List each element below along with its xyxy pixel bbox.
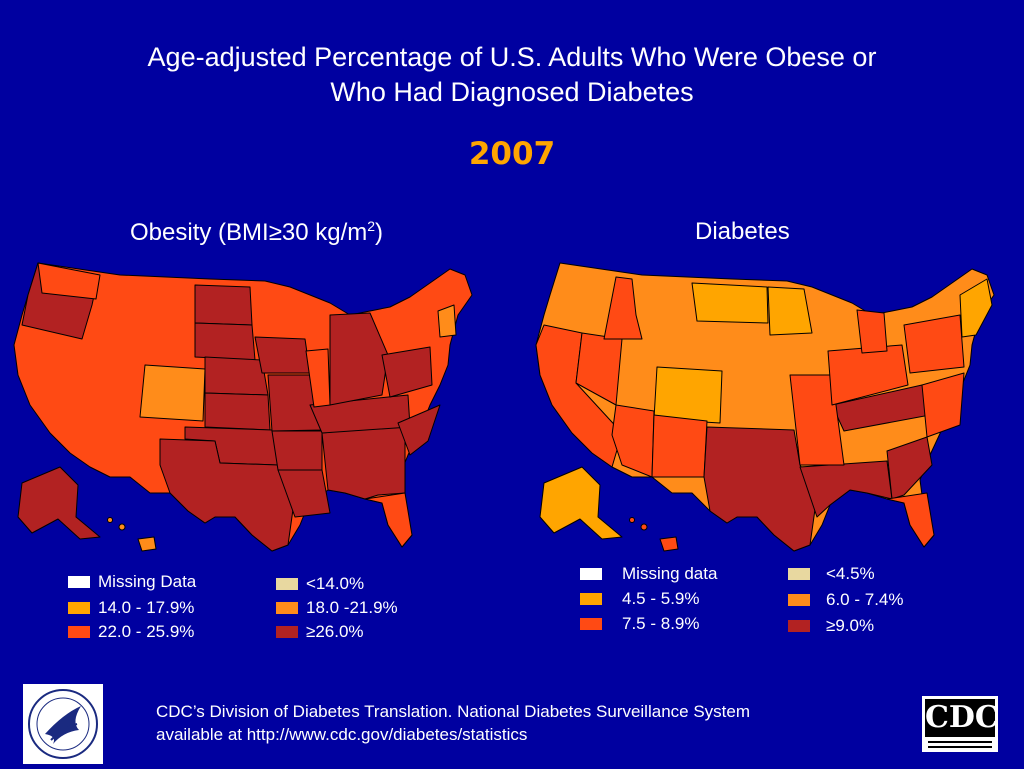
obesity-legend-item: ≥26.0% <box>276 622 364 642</box>
diabetes-legend-item: 4.5 - 5.9% <box>580 589 700 609</box>
title-line-1: Age-adjusted Percentage of U.S. Adults W… <box>147 42 877 72</box>
legend-swatch <box>788 568 810 580</box>
diabetes-state-co-wy <box>653 366 723 424</box>
diabetes-legend-item: Missing data <box>580 564 717 584</box>
obesity-title-close: ) <box>375 219 384 246</box>
legend-swatch <box>788 594 810 606</box>
obesity-state-la <box>277 469 331 518</box>
obesity-state-ks <box>204 392 271 431</box>
legend-label: 18.0 -21.9% <box>306 598 398 617</box>
diabetes-legend-item: <4.5% <box>788 564 875 584</box>
legend-label: 4.5 - 5.9% <box>622 589 700 608</box>
diabetes-state-new-england <box>959 278 993 338</box>
cdc-logo-rule <box>928 741 992 743</box>
diabetes-state-hi-island <box>629 517 635 523</box>
diabetes-map-title: Diabetes <box>695 218 790 245</box>
legend-swatch <box>276 602 298 614</box>
diabetes-state-id <box>603 276 643 340</box>
obesity-us-map <box>13 262 473 552</box>
legend-swatch <box>788 620 810 632</box>
legend-swatch <box>580 593 602 605</box>
diabetes-state-nm <box>651 414 708 478</box>
obesity-state-oh-in-mi <box>329 312 389 406</box>
legend-label: ≥9.0% <box>826 616 875 635</box>
legend-label: Missing data <box>622 564 718 583</box>
diabetes-state-nc-va <box>921 372 965 438</box>
obesity-state-ms-al-ga <box>321 424 406 500</box>
diabetes-us-map <box>535 262 995 552</box>
obesity-state-wa <box>37 262 101 300</box>
title-line-2: Who Had Diagnosed Diabetes <box>330 77 694 107</box>
obesity-state-sc-nc <box>397 404 441 456</box>
cdc-logo-rule <box>928 746 992 748</box>
legend-swatch <box>68 602 90 614</box>
cdc-logo-icon: CDC <box>922 696 999 752</box>
slide-title: Age-adjusted Percentage of U.S. Adults W… <box>0 40 1024 110</box>
diabetes-state-az <box>611 404 655 478</box>
legend-swatch <box>580 618 602 630</box>
obesity-state-ar <box>271 430 323 471</box>
legend-label: <14.0% <box>306 574 365 593</box>
obesity-state-ia <box>254 336 311 374</box>
obesity-title-text: Obesity (BMI≥30 kg/m <box>130 219 368 246</box>
diabetes-legend-item: 7.5 - 8.9% <box>580 614 700 634</box>
legend-label: 22.0 - 25.9% <box>98 622 195 641</box>
diabetes-state-hi <box>659 536 679 552</box>
legend-label: 6.0 - 7.4% <box>826 590 904 609</box>
diabetes-state-mi <box>856 309 888 354</box>
cdc-logo-text: CDC <box>925 699 999 737</box>
diabetes-state-mo-ar <box>789 374 845 466</box>
legend-label: 7.5 - 8.9% <box>622 614 700 633</box>
diabetes-state-ak <box>539 466 623 540</box>
diabetes-state-mn <box>767 286 813 336</box>
obesity-state-il <box>305 348 331 408</box>
obesity-legend-item: 18.0 -21.9% <box>276 598 398 618</box>
diabetes-state-ga-sc <box>886 436 933 500</box>
obesity-title-sup: 2 <box>367 218 376 234</box>
legend-label: ≥26.0% <box>306 622 364 641</box>
diabetes-legend-item: ≥9.0% <box>788 616 874 636</box>
diabetes-state-la-ms-al <box>799 460 893 518</box>
legend-swatch <box>68 576 90 588</box>
legend-swatch <box>68 626 90 638</box>
source-footer: CDC’s Division of Diabetes Translation. … <box>156 700 750 746</box>
obesity-state-ak <box>17 466 101 540</box>
hhs-seal-icon <box>23 684 103 764</box>
diabetes-state-fl <box>886 492 935 548</box>
obesity-state-co <box>139 364 206 422</box>
diabetes-legend-item: 6.0 - 7.4% <box>788 590 904 610</box>
obesity-legend-item: Missing Data <box>68 572 196 592</box>
obesity-legend-item: 14.0 - 17.9% <box>68 598 194 618</box>
hhs-seal-graphic <box>28 689 98 759</box>
obesity-legend-item: <14.0% <box>276 574 364 594</box>
footer-line-2: available at http://www.cdc.gov/diabetes… <box>156 725 528 744</box>
obesity-map-title: Obesity (BMI≥30 kg/m2) <box>130 218 383 247</box>
legend-swatch <box>276 578 298 590</box>
obesity-state-sd <box>194 322 256 361</box>
obesity-state-hi-island <box>118 523 126 531</box>
obesity-state-hi <box>137 536 157 552</box>
legend-swatch <box>276 626 298 638</box>
obesity-state-wv-pa <box>381 346 433 398</box>
year-label: 2007 <box>468 136 556 172</box>
obesity-state-tx <box>159 438 296 552</box>
obesity-state-vt-nh <box>437 304 457 338</box>
legend-label: 14.0 - 17.9% <box>98 598 195 617</box>
obesity-state-fl <box>364 492 413 548</box>
legend-swatch <box>580 568 602 580</box>
obesity-state-hi-island <box>107 517 113 523</box>
footer-line-1: CDC’s Division of Diabetes Translation. … <box>156 702 751 721</box>
legend-label: <4.5% <box>826 564 875 583</box>
obesity-state-ne <box>204 356 269 396</box>
obesity-legend-item: 22.0 - 25.9% <box>68 622 194 642</box>
diabetes-state-hi-island <box>640 523 648 531</box>
diabetes-state-mt-nd <box>691 282 769 324</box>
legend-label: Missing Data <box>98 572 197 591</box>
obesity-state-nd <box>194 284 253 326</box>
diabetes-state-ny-pa <box>903 314 965 374</box>
